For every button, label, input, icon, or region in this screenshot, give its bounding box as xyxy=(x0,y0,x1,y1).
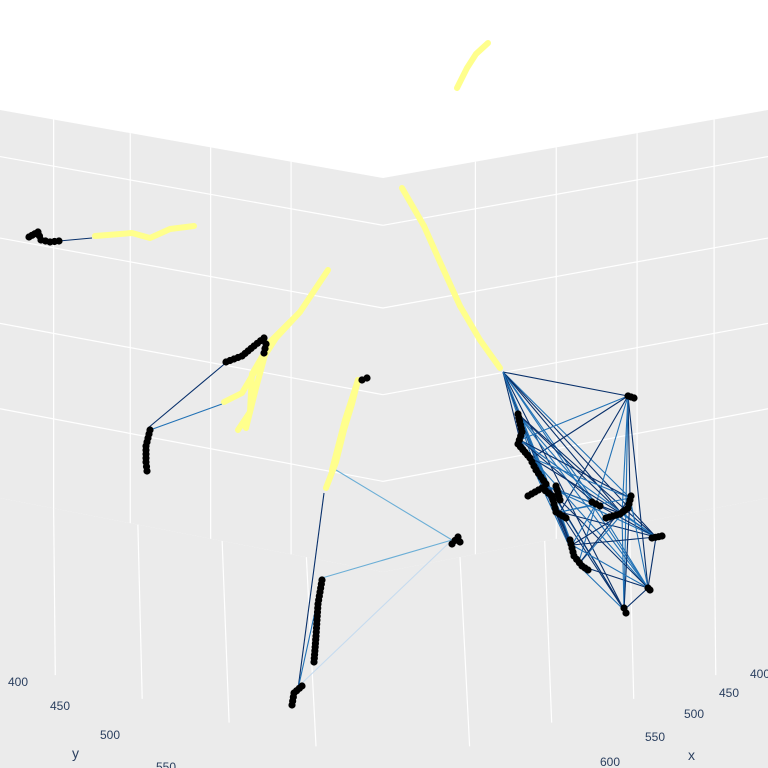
y-axis-title: y xyxy=(72,745,79,761)
y-tick-label: 400 xyxy=(8,675,28,689)
particle-marker xyxy=(363,374,370,381)
particle-marker xyxy=(556,496,563,503)
y-tick-label: 450 xyxy=(50,699,70,713)
particle-marker xyxy=(622,609,629,616)
x-axis-title: x xyxy=(688,747,695,763)
particle-marker xyxy=(658,532,665,539)
particle-marker xyxy=(630,394,637,401)
x-tick-label: 500 xyxy=(684,707,704,721)
particle-marker xyxy=(627,492,634,499)
y-tick-label: 550 xyxy=(156,760,176,768)
particle-marker xyxy=(562,514,569,521)
particle-marker xyxy=(55,237,62,244)
trajectory-trace xyxy=(457,43,488,88)
particle-marker xyxy=(456,538,463,545)
left-wall-panel xyxy=(0,110,383,572)
particle-marker xyxy=(584,566,591,573)
x-tick-label: 550 xyxy=(645,730,665,744)
x-tick-label: 450 xyxy=(719,686,739,700)
scene-floor-wall-panels xyxy=(0,110,768,768)
particle-marker xyxy=(596,502,603,509)
particle-marker xyxy=(143,467,150,474)
x-tick-label: 400 xyxy=(750,667,768,681)
particle-marker xyxy=(262,340,269,347)
particle-marker xyxy=(310,658,317,665)
y-tick-label: 500 xyxy=(100,728,120,742)
x-tick-label: 600 xyxy=(600,755,620,768)
right-wall-panel xyxy=(383,110,768,572)
particle-marker xyxy=(646,586,653,593)
particle-marker xyxy=(288,701,295,708)
